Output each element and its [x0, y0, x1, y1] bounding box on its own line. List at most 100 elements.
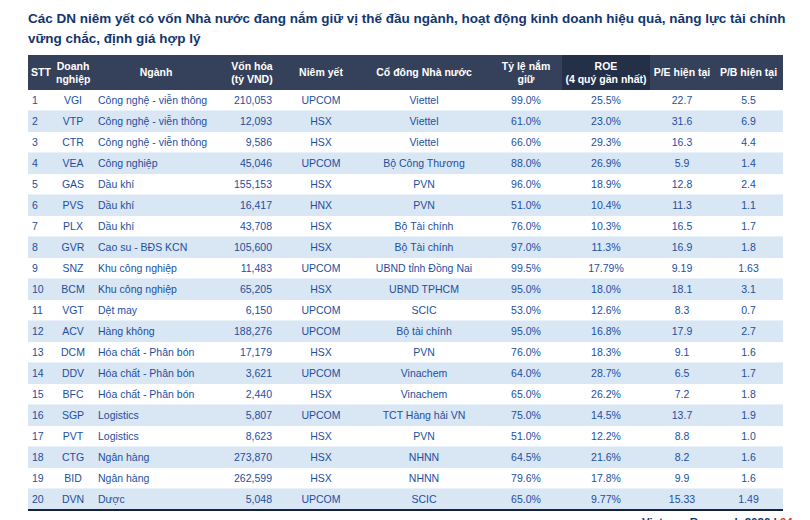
- cell-ticker: VGI: [54, 90, 92, 111]
- cell-ticker: GAS: [54, 174, 92, 195]
- cell-ticker: GVR: [54, 237, 92, 258]
- cell-pb: 6.9: [714, 111, 783, 132]
- cell-pe: 22.7: [650, 90, 714, 111]
- cell-listing: HSX: [284, 237, 358, 258]
- cell-ownership: 51.0%: [490, 426, 562, 447]
- cell-ownership: 53.0%: [490, 300, 562, 321]
- cell-pe: 31.6: [650, 111, 714, 132]
- cell-listing: UPCOM: [284, 258, 358, 279]
- cell-ticker: DDV: [54, 363, 92, 384]
- table-row: 12ACVHàng không188,276UPCOMBộ tài chính9…: [28, 321, 783, 342]
- cell-pb: 1.7: [714, 363, 783, 384]
- cell-marketcap: 65,205: [220, 279, 284, 300]
- cell-pe: 9.1: [650, 342, 714, 363]
- cell-stt: 4: [28, 153, 54, 174]
- page-title: Các DN niêm yết có vốn Nhà nước đang nắm…: [28, 9, 786, 48]
- cell-shareholder: Bộ tài chính: [358, 321, 490, 342]
- cell-stt: 6: [28, 195, 54, 216]
- cell-stt: 16: [28, 405, 54, 426]
- cell-pe: 8.8: [650, 426, 714, 447]
- cell-roe: 11.3%: [562, 237, 650, 258]
- cell-listing: UPCOM: [284, 153, 358, 174]
- table-row: 6PVSDầu khí16,417HNXPVN51.0%10.4%11.31.1: [28, 195, 783, 216]
- cell-ownership: 64.0%: [490, 363, 562, 384]
- cell-pb: 1.1: [714, 195, 783, 216]
- cell-ticker: BFC: [54, 384, 92, 405]
- cell-industry: Khu công nghiệp: [92, 258, 220, 279]
- cell-listing: HSX: [284, 447, 358, 468]
- cell-stt: 7: [28, 216, 54, 237]
- table-header: STTDoanh nghiệpNgànhVốn hóa (tỷ VND)Niêm…: [28, 55, 783, 90]
- table-row: 17PVTLogistics8,623HSXPVN51.0%12.2%8.81.…: [28, 426, 783, 447]
- cell-roe: 23.0%: [562, 111, 650, 132]
- column-header-marketcap: Vốn hóa (tỷ VND): [220, 55, 284, 90]
- cell-pe: 9.19: [650, 258, 714, 279]
- cell-ticker: PLX: [54, 216, 92, 237]
- page-corner-footer: Vietnam Research 2026 | 94: [642, 516, 793, 520]
- cell-ticker: BCM: [54, 279, 92, 300]
- cell-ticker: VGT: [54, 300, 92, 321]
- cell-roe: 14.5%: [562, 405, 650, 426]
- cell-shareholder: PVN: [358, 195, 490, 216]
- cell-stt: 9: [28, 258, 54, 279]
- cell-marketcap: 17,179: [220, 342, 284, 363]
- table-row: 13DCMHóa chất - Phân bón17,179HSXPVN76.0…: [28, 342, 783, 363]
- cell-roe: 9.77%: [562, 489, 650, 511]
- cell-industry: Công nghệ - viễn thông: [92, 90, 220, 111]
- cell-ownership: 76.0%: [490, 342, 562, 363]
- cell-pe: 12.8: [650, 174, 714, 195]
- cell-ownership: 99.0%: [490, 90, 562, 111]
- cell-marketcap: 105,600: [220, 237, 284, 258]
- cell-roe: 18.0%: [562, 279, 650, 300]
- table-header-row: STTDoanh nghiệpNgànhVốn hóa (tỷ VND)Niêm…: [28, 55, 783, 90]
- cell-ownership: 96.0%: [490, 174, 562, 195]
- cell-marketcap: 9,586: [220, 132, 284, 153]
- cell-stt: 10: [28, 279, 54, 300]
- cell-ticker: PVS: [54, 195, 92, 216]
- cell-shareholder: NHNN: [358, 468, 490, 489]
- cell-stt: 13: [28, 342, 54, 363]
- cell-listing: HSX: [284, 111, 358, 132]
- cell-industry: Logistics: [92, 405, 220, 426]
- cell-ticker: SGP: [54, 405, 92, 426]
- table-row: 15BFCHóa chất - Phân bón2,440HSXVinachem…: [28, 384, 783, 405]
- cell-industry: Logistics: [92, 426, 220, 447]
- cell-listing: UPCOM: [284, 405, 358, 426]
- cell-listing: HSX: [284, 468, 358, 489]
- cell-pe: 8.2: [650, 447, 714, 468]
- cell-stt: 20: [28, 489, 54, 511]
- cell-industry: Công nghệ - viễn thông: [92, 132, 220, 153]
- cell-pb: 1.9: [714, 405, 783, 426]
- table-row: 14DDVHóa chất - Phân bón3,621UPCOMVinach…: [28, 363, 783, 384]
- cell-stt: 19: [28, 468, 54, 489]
- cell-shareholder: NHNN: [358, 447, 490, 468]
- cell-pe: 16.5: [650, 216, 714, 237]
- cell-ticker: BID: [54, 468, 92, 489]
- cell-ownership: 65.0%: [490, 489, 562, 511]
- cell-listing: HSX: [284, 426, 358, 447]
- cell-pe: 15.33: [650, 489, 714, 511]
- cell-ownership: 64.5%: [490, 447, 562, 468]
- cell-industry: Khu công nghiệp: [92, 279, 220, 300]
- table-row: 19BIDNgân hàng262,599HSXNHNN79.6%17.8%9.…: [28, 468, 783, 489]
- table-row: 4VEACông nghiệp45,046UPCOMBộ Công Thương…: [28, 153, 783, 174]
- cell-shareholder: SCIC: [358, 300, 490, 321]
- cell-stt: 8: [28, 237, 54, 258]
- column-header-ticker: Doanh nghiệp: [54, 55, 92, 90]
- cell-shareholder: Viettel: [358, 90, 490, 111]
- cell-marketcap: 16,417: [220, 195, 284, 216]
- cell-stt: 1: [28, 90, 54, 111]
- report-page: { "title": "Các DN niêm yết có vốn Nhà n…: [0, 0, 810, 520]
- cell-roe: 29.3%: [562, 132, 650, 153]
- cell-shareholder: Bộ Tài chính: [358, 237, 490, 258]
- cell-pb: 0.7: [714, 300, 783, 321]
- column-header-stt: STT: [28, 55, 54, 90]
- cell-roe: 12.6%: [562, 300, 650, 321]
- column-header-roe: ROE (4 quý gần nhất): [562, 55, 650, 90]
- cell-stt: 2: [28, 111, 54, 132]
- cell-roe: 18.9%: [562, 174, 650, 195]
- cell-marketcap: 262,599: [220, 468, 284, 489]
- cell-pb: 1.8: [714, 237, 783, 258]
- cell-industry: Hóa chất - Phân bón: [92, 342, 220, 363]
- cell-marketcap: 45,046: [220, 153, 284, 174]
